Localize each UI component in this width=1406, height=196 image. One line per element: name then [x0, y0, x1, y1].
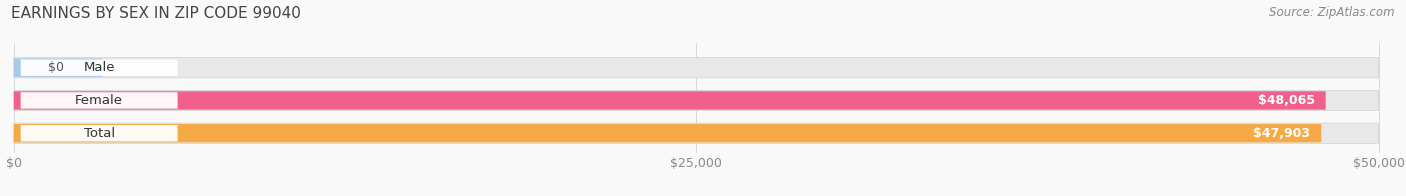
FancyBboxPatch shape — [14, 123, 1378, 143]
FancyBboxPatch shape — [14, 90, 1378, 111]
FancyBboxPatch shape — [14, 124, 1322, 142]
Text: Male: Male — [83, 61, 115, 74]
Text: $48,065: $48,065 — [1258, 94, 1315, 107]
FancyBboxPatch shape — [14, 91, 1326, 110]
FancyBboxPatch shape — [21, 125, 177, 141]
FancyBboxPatch shape — [14, 59, 103, 77]
FancyBboxPatch shape — [21, 92, 177, 109]
FancyBboxPatch shape — [21, 60, 177, 76]
Text: Total: Total — [83, 127, 115, 140]
FancyBboxPatch shape — [14, 58, 1378, 78]
Text: EARNINGS BY SEX IN ZIP CODE 99040: EARNINGS BY SEX IN ZIP CODE 99040 — [11, 6, 301, 21]
Text: $0: $0 — [48, 61, 63, 74]
Text: Female: Female — [75, 94, 124, 107]
Text: Source: ZipAtlas.com: Source: ZipAtlas.com — [1270, 6, 1395, 19]
Text: $47,903: $47,903 — [1253, 127, 1310, 140]
